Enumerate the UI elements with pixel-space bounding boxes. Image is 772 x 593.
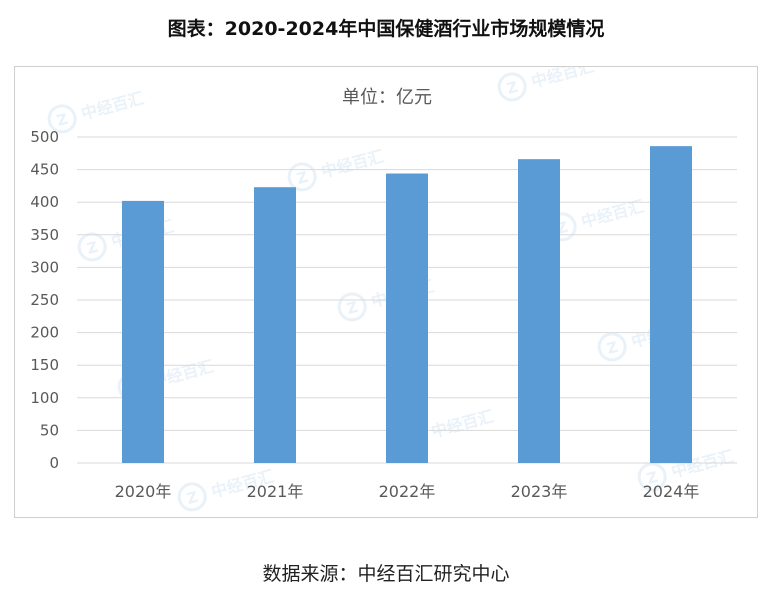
- svg-text:Z: Z: [185, 488, 200, 508]
- x-tick-label: 2024年: [643, 482, 700, 501]
- bar-2024年: [650, 146, 692, 463]
- y-tick-label: 150: [30, 356, 59, 374]
- bar-2023年: [518, 159, 560, 463]
- y-tick-label: 350: [30, 226, 59, 244]
- x-tick-label: 2021年: [247, 482, 304, 501]
- svg-text:Z: Z: [645, 468, 660, 488]
- chart-frame: Z中经百汇Z中经百汇Z中经百汇Z中经百汇Z中经百汇Z中经百汇Z中经百汇Z中经百汇…: [14, 66, 758, 518]
- svg-text:Z: Z: [605, 338, 620, 358]
- data-source: 数据来源：中经百汇研究中心: [262, 563, 510, 585]
- y-tick-label: 100: [30, 389, 59, 407]
- svg-text:中经百汇: 中经百汇: [79, 88, 146, 123]
- bar-2020年: [122, 200, 164, 463]
- svg-text:Z: Z: [85, 238, 100, 258]
- svg-text:中经百汇: 中经百汇: [529, 67, 596, 91]
- y-tick-label: 500: [30, 128, 59, 146]
- x-tick-label: 2020年: [115, 482, 172, 501]
- y-axis-tick-labels: 0 50 100 150 200 250 300 350 400 450 500: [30, 128, 59, 472]
- unit-label: 单位：亿元: [342, 87, 432, 108]
- watermark: Z 中经百汇: [47, 88, 146, 134]
- y-tick-label: 400: [30, 193, 59, 211]
- y-tick-label: 50: [40, 421, 59, 439]
- svg-text:中经百汇: 中经百汇: [319, 146, 386, 181]
- svg-text:中经百汇: 中经百汇: [579, 196, 646, 231]
- bar-2021年: [254, 187, 296, 463]
- chart-title: 图表：2020-2024年中国保健酒行业市场规模情况: [167, 18, 605, 40]
- x-axis-tick-labels: 2020年 2021年 2022年 2023年 2024年: [115, 482, 700, 501]
- x-tick-label: 2022年: [379, 482, 436, 501]
- svg-text:Z: Z: [345, 298, 360, 318]
- svg-text:中经百汇: 中经百汇: [429, 406, 496, 441]
- bar-chart: Z中经百汇Z中经百汇Z中经百汇Z中经百汇Z中经百汇Z中经百汇Z中经百汇Z中经百汇…: [30, 67, 737, 512]
- svg-text:Z: Z: [505, 78, 520, 98]
- x-tick-label: 2023年: [511, 482, 568, 501]
- svg-text:Z: Z: [295, 168, 310, 188]
- y-tick-label: 450: [30, 161, 59, 179]
- y-tick-label: 300: [30, 258, 59, 276]
- bar-2022年: [386, 173, 428, 463]
- y-tick-label: 0: [49, 454, 59, 472]
- bar-series: [122, 146, 692, 463]
- y-tick-label: 200: [30, 324, 59, 342]
- watermark: Z 中经百汇: [287, 146, 386, 192]
- watermark: Z 中经百汇: [497, 67, 596, 102]
- svg-text:Z: Z: [55, 110, 70, 130]
- y-tick-label: 250: [30, 291, 59, 309]
